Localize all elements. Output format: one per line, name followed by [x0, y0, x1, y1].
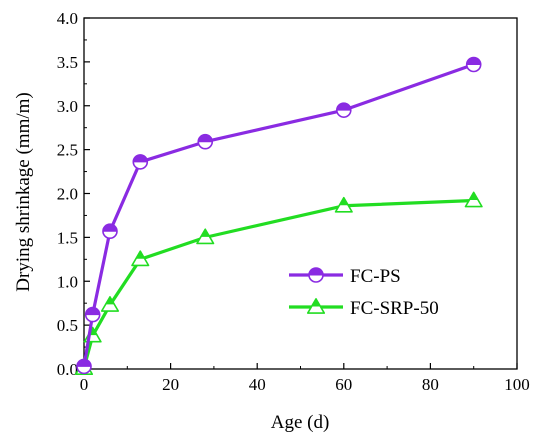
data-point [335, 102, 352, 118]
marker-fill [76, 358, 92, 367]
data-point [76, 358, 92, 375]
x-tick-label: 80 [422, 375, 439, 394]
y-tick-label: 1.0 [57, 272, 78, 291]
legend: FC-PS FC-SRP-50 [289, 266, 439, 319]
legend-marker [308, 267, 324, 283]
x-tick-label: 100 [504, 375, 530, 394]
marker-fill [311, 297, 321, 307]
axes: 0 20 40 60 80 100 0.0 0.5 1.0 1.5 2.0 2.5 3.0 3.5 4.0 [57, 9, 530, 394]
legend-item-fc-ps: FC-PS [289, 266, 401, 287]
data-point [100, 295, 120, 312]
marker-fill [132, 154, 148, 163]
marker-fill [338, 196, 349, 206]
marker-fill [104, 295, 115, 305]
y-tick-label: 1.5 [57, 228, 78, 247]
y-tick-label: 0.5 [57, 316, 78, 335]
marker-fill [197, 134, 213, 143]
legend-marker [306, 297, 326, 314]
marker-fill [336, 102, 352, 111]
marker-fill [135, 250, 146, 259]
y-tick-label: 2.0 [57, 185, 78, 204]
x-axis-title: Age (d) [271, 412, 330, 433]
data-point [465, 56, 482, 73]
series-fc-ps [76, 56, 482, 375]
legend-label: FC-SRP-50 [350, 298, 439, 319]
marker-fill [468, 191, 479, 201]
marker-fill [102, 223, 118, 232]
data-point [464, 191, 483, 208]
x-tick-label: 60 [335, 375, 352, 394]
y-tick-label: 2.5 [57, 141, 78, 160]
data-point [102, 223, 118, 240]
x-tick-label: 20 [162, 375, 179, 394]
y-tick-label: 3.5 [57, 53, 78, 72]
series-line [82, 198, 474, 369]
data-point [132, 154, 149, 170]
y-tick-label: 4.0 [57, 9, 78, 28]
marker-fill [200, 228, 211, 237]
series-fc-srp-50 [74, 191, 483, 375]
series-layer [74, 56, 483, 375]
series-line [82, 62, 475, 367]
data-point [196, 228, 215, 245]
y-tick-label: 0.0 [57, 360, 78, 379]
data-point [131, 250, 150, 267]
legend-label: FC-PS [350, 266, 401, 287]
data-point [84, 306, 101, 323]
y-tick-label: 3.0 [57, 97, 78, 116]
marker-fill [308, 267, 324, 276]
data-point [334, 196, 353, 213]
y-axis-title: Drying shrinkage (mm/m) [13, 92, 34, 291]
data-point [197, 133, 214, 150]
marker-fill [85, 307, 101, 316]
legend-item-fc-srp-50: FC-SRP-50 [289, 297, 439, 319]
marker-fill [466, 57, 482, 66]
x-tick-label: 0 [80, 375, 89, 394]
x-tick-label: 40 [249, 375, 266, 394]
